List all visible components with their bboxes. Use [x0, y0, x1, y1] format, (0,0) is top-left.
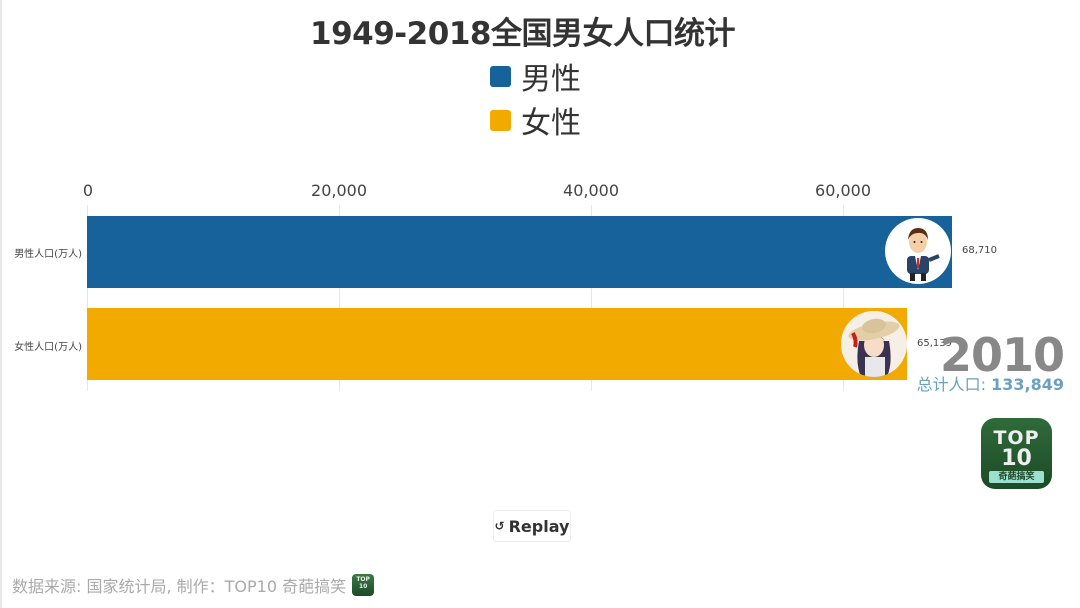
legend: 男性 女性: [490, 54, 581, 142]
x-tick-60000: 60,000: [815, 181, 871, 200]
year-label: 2010: [939, 328, 1065, 382]
data-source: 数据来源: 国家统计局, 制作：TOP10 奇葩搞笑 TOP 10: [12, 573, 375, 597]
gridline-20000: [339, 205, 340, 391]
man-avatar-icon: [885, 218, 951, 284]
bar-female[interactable]: [87, 308, 907, 380]
woman-avatar-icon: [841, 311, 907, 377]
logo-line2: 10: [1001, 446, 1032, 471]
replay-button[interactable]: ↺ Replay: [493, 510, 571, 542]
legend-swatch-male: [490, 65, 511, 87]
x-tick-0: 0: [82, 181, 94, 200]
bar-label-male: 男性人口(万人): [14, 249, 82, 260]
gridline-60000: [843, 205, 844, 391]
x-tick-40000: 40,000: [563, 181, 619, 200]
bar-label-female: 女性人口(万人): [14, 342, 82, 353]
bar-male[interactable]: [87, 216, 952, 288]
replay-label: Replay: [508, 516, 570, 536]
gridline-0: [87, 205, 88, 391]
replay-icon: ↺: [494, 519, 505, 533]
chart-title: 1949-2018全国男女人口统计: [310, 16, 735, 52]
mini-top10-logo-icon: TOP 10: [352, 574, 375, 596]
x-tick-20000: 20,000: [311, 181, 367, 200]
top10-logo-icon: TOP 10 奇葩搞笑: [981, 418, 1052, 489]
total-population: 总计人口: 133,849: [917, 371, 1064, 395]
legend-item-female[interactable]: 女性: [490, 98, 581, 142]
logo-line1: TOP: [993, 427, 1040, 449]
legend-swatch-female: [490, 109, 511, 131]
left-border: [0, 0, 2, 608]
gridline-40000: [591, 205, 592, 391]
value-label-female: 65,139: [917, 338, 952, 349]
total-label: 总计人口:: [916, 375, 992, 394]
legend-label-female: 女性: [521, 106, 581, 141]
total-value: 133,849: [991, 375, 1064, 394]
legend-item-male[interactable]: 男性: [490, 54, 581, 98]
value-label-male: 68,710: [962, 245, 997, 256]
legend-label-male: 男性: [521, 62, 581, 97]
logo-line3: 奇葩搞笑: [989, 471, 1044, 483]
data-source-text: 数据来源: 国家统计局, 制作：TOP10 奇葩搞笑: [12, 577, 347, 596]
